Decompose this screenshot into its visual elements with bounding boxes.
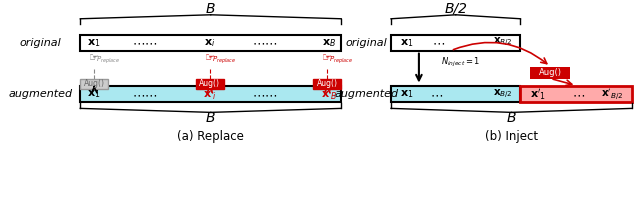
Text: ☞: ☞ bbox=[205, 53, 215, 63]
Text: augmented: augmented bbox=[8, 89, 72, 99]
Text: $\cdots$: $\cdots$ bbox=[430, 88, 444, 101]
Text: $\mathbf{x}_1$: $\mathbf{x}_1$ bbox=[88, 37, 101, 49]
Text: augmented: augmented bbox=[334, 89, 398, 99]
Text: $\cdots\cdots$: $\cdots\cdots$ bbox=[132, 88, 158, 101]
Text: $\mathbf{x}_B$: $\mathbf{x}_B$ bbox=[322, 37, 337, 49]
Bar bbox=[80, 79, 108, 89]
Text: Aug(): Aug() bbox=[84, 79, 105, 89]
Text: $\mathbf{x}_1$: $\mathbf{x}_1$ bbox=[88, 89, 101, 100]
Text: $\cdots$: $\cdots$ bbox=[432, 36, 445, 49]
Text: $\mathbf{x}_i$: $\mathbf{x}_i$ bbox=[204, 37, 216, 49]
Text: B/2: B/2 bbox=[444, 2, 467, 16]
Text: $\cdots\cdots$: $\cdots\cdots$ bbox=[132, 36, 158, 49]
Text: ☞: ☞ bbox=[323, 53, 332, 63]
Text: $\cdots\cdots$: $\cdots\cdots$ bbox=[252, 36, 277, 49]
Text: $\mathbf{x}_{B/2}$: $\mathbf{x}_{B/2}$ bbox=[493, 36, 513, 49]
Text: original: original bbox=[345, 38, 387, 48]
Text: Aug(): Aug() bbox=[317, 79, 338, 89]
Text: original: original bbox=[20, 38, 61, 48]
Text: Aug(): Aug() bbox=[539, 68, 562, 77]
Text: $P_{replace}$: $P_{replace}$ bbox=[212, 55, 236, 66]
Text: $\mathbf{x}'_{B/2}$: $\mathbf{x}'_{B/2}$ bbox=[601, 87, 623, 102]
Text: Aug(): Aug() bbox=[199, 79, 220, 89]
Bar bbox=[80, 35, 341, 51]
Bar bbox=[520, 87, 632, 102]
Bar bbox=[196, 79, 224, 89]
Text: $\mathbf{x}'_1$: $\mathbf{x}'_1$ bbox=[531, 87, 547, 102]
Text: $\mathbf{x}'_i$: $\mathbf{x}'_i$ bbox=[203, 87, 217, 102]
Text: B: B bbox=[206, 2, 216, 16]
Text: $\cdots\cdots$: $\cdots\cdots$ bbox=[252, 88, 277, 101]
Bar bbox=[80, 87, 341, 102]
Text: $\cdots$: $\cdots$ bbox=[572, 88, 585, 101]
Text: $N_{inject}=1$: $N_{inject}=1$ bbox=[441, 56, 480, 69]
Text: $P_{replace}$: $P_{replace}$ bbox=[96, 55, 120, 66]
Text: (b) Inject: (b) Inject bbox=[485, 130, 538, 143]
Bar bbox=[531, 67, 570, 79]
Bar bbox=[391, 87, 520, 102]
Text: (a) Replace: (a) Replace bbox=[177, 130, 244, 143]
Text: $\mathbf{x}_{B/2}$: $\mathbf{x}_{B/2}$ bbox=[493, 88, 513, 101]
Bar bbox=[391, 35, 520, 51]
Text: ☞: ☞ bbox=[89, 53, 99, 63]
Text: $\mathbf{x}'_B$: $\mathbf{x}'_B$ bbox=[321, 87, 338, 102]
Text: $\mathbf{x}_1$: $\mathbf{x}_1$ bbox=[400, 37, 413, 49]
Text: B: B bbox=[507, 111, 516, 125]
Text: $\mathbf{x}_1$: $\mathbf{x}_1$ bbox=[400, 89, 413, 100]
Text: B: B bbox=[206, 111, 216, 125]
Text: $P_{replace}$: $P_{replace}$ bbox=[329, 55, 353, 66]
Bar bbox=[314, 79, 341, 89]
